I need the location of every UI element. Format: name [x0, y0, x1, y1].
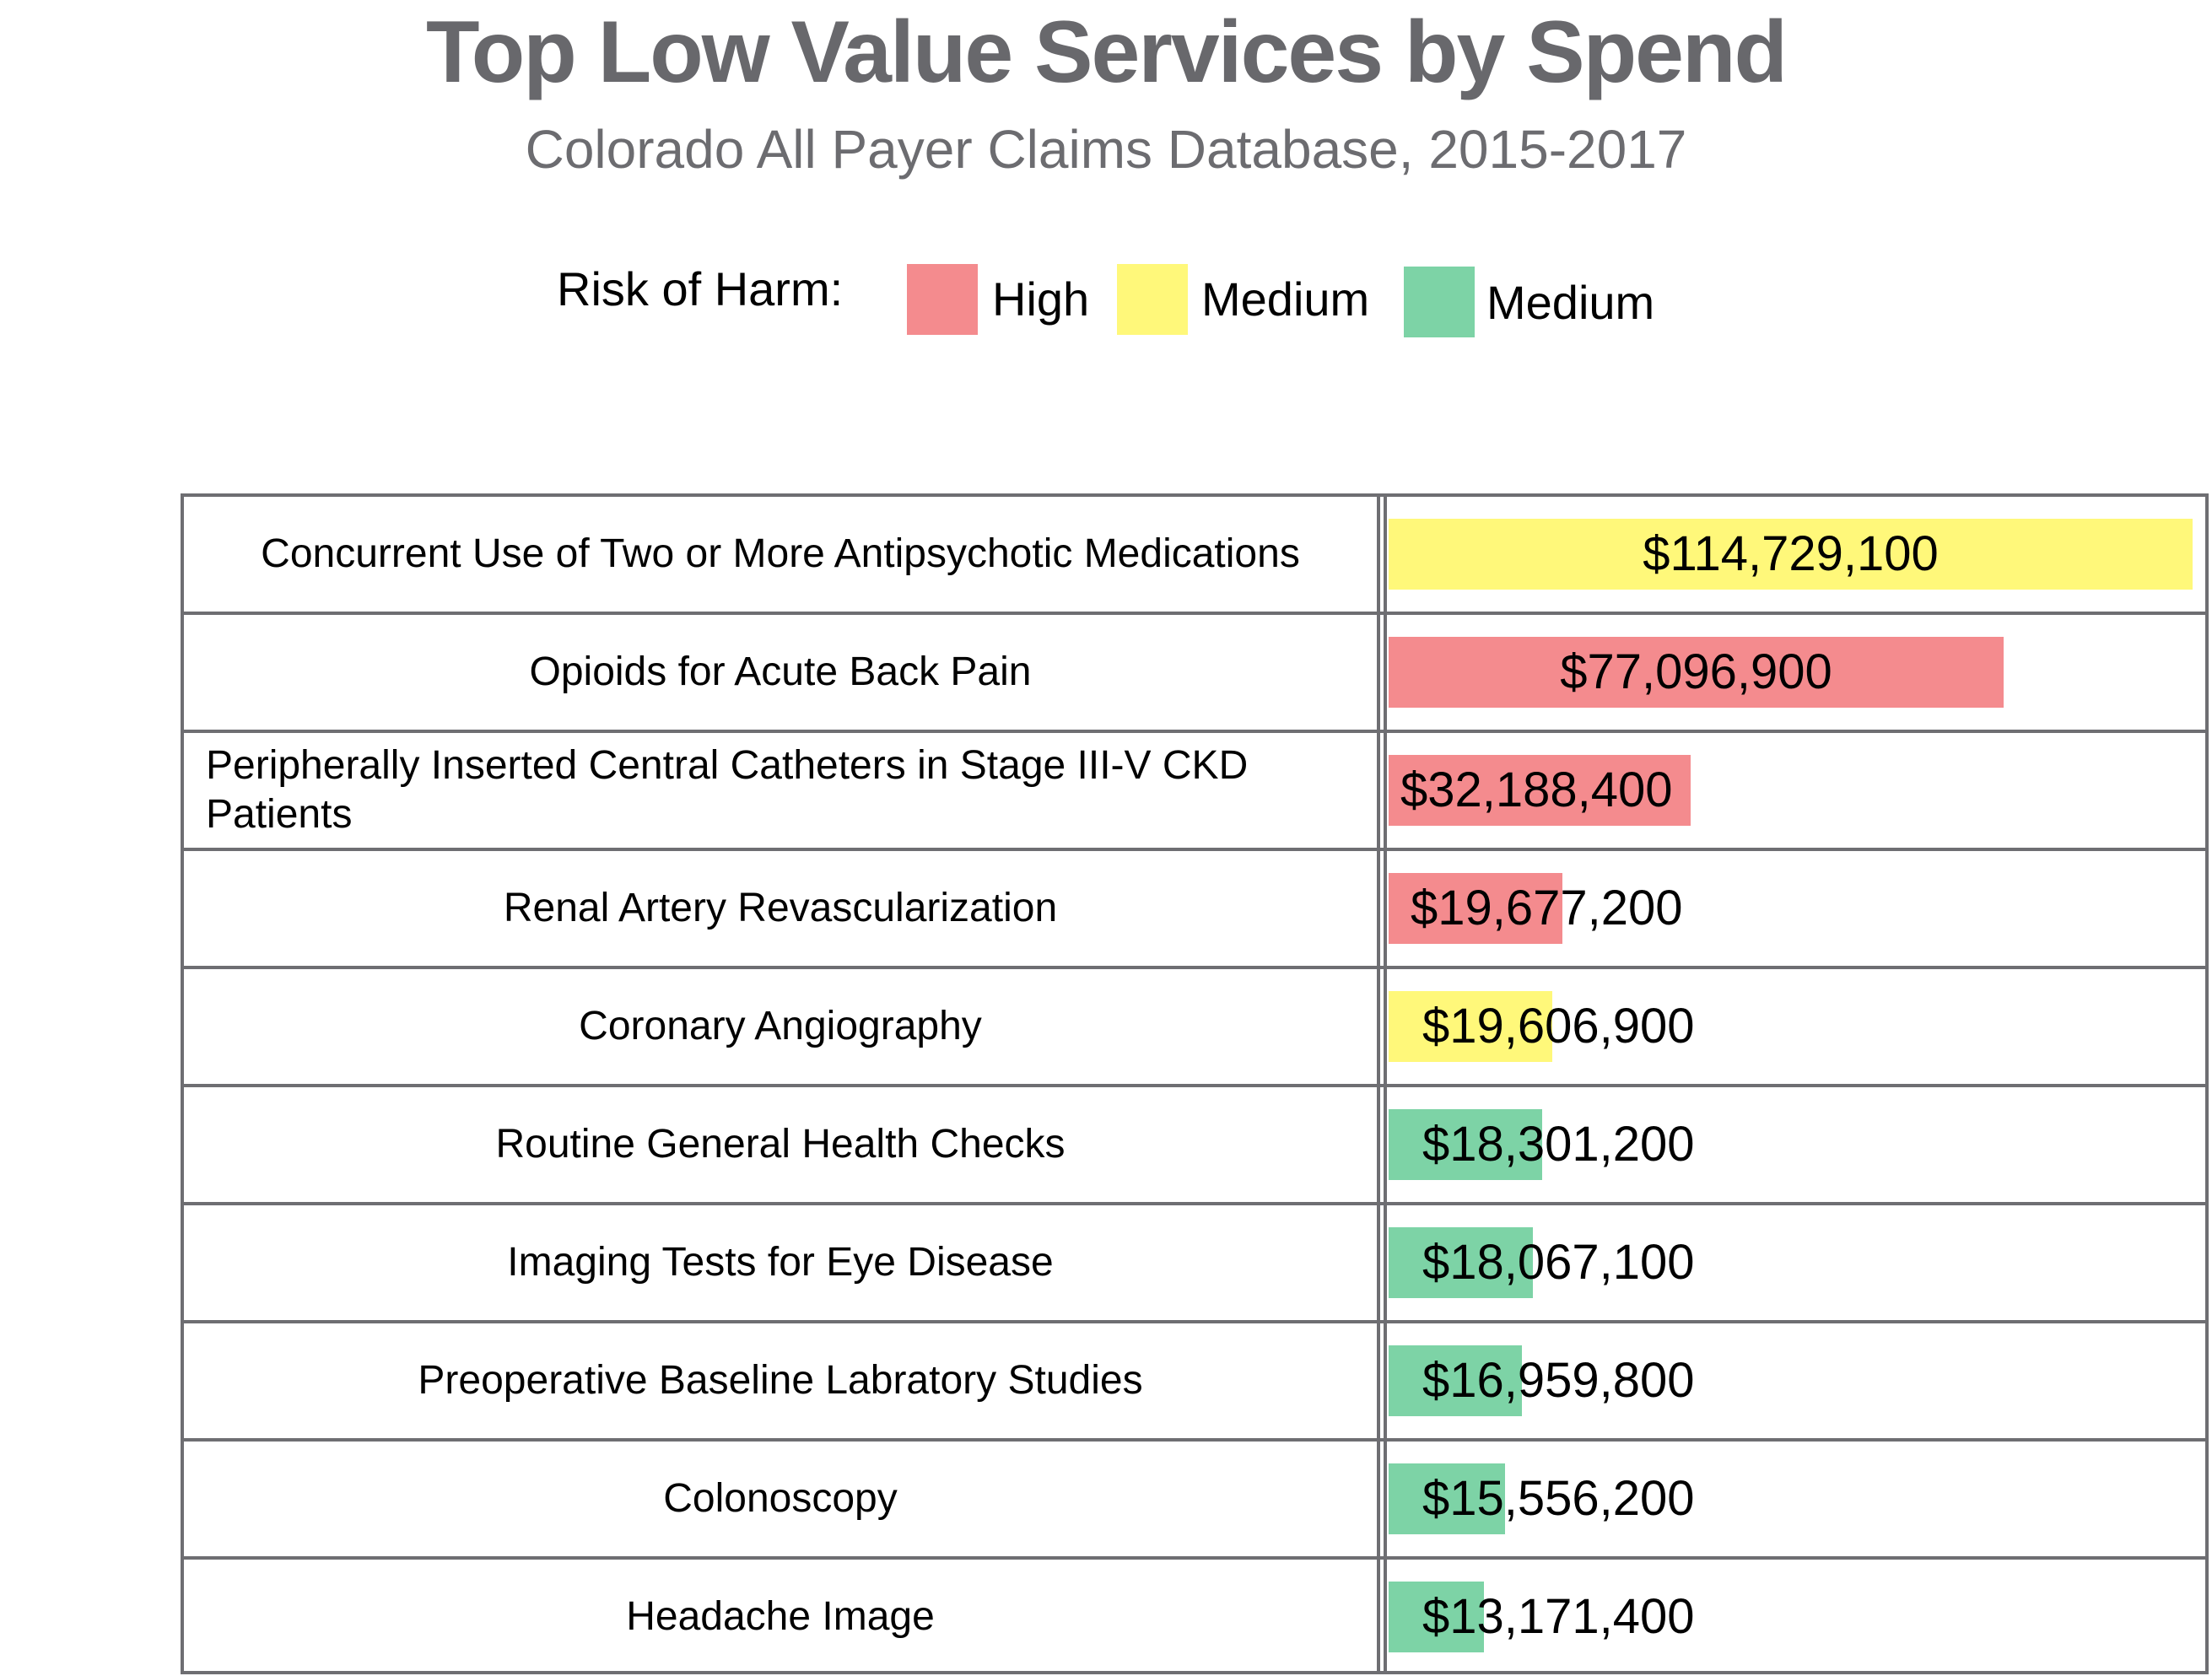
bar: [1389, 519, 2193, 590]
legend-title: Risk of Harm:: [557, 262, 844, 315]
value-label: $77,096,900: [1560, 644, 1832, 699]
bar-cell: $32,188,400: [1384, 733, 2209, 848]
bar-cell: $19,677,200: [1384, 851, 2209, 966]
category-label: Preoperative Baseline Labratory Studies: [181, 1323, 1380, 1438]
value-label: $19,606,900: [1422, 999, 1695, 1054]
bar: [1389, 1109, 1542, 1180]
legend-swatch-medium-yellow: [1117, 264, 1188, 335]
table-row: Concurrent Use of Two or More Antipsycho…: [181, 493, 2209, 612]
category-label: Renal Artery Revascularization: [181, 851, 1380, 966]
bar-cell: $16,959,800: [1384, 1323, 2209, 1438]
chart-subtitle: Colorado All Payer Claims Database, 2015…: [525, 119, 1687, 180]
bar: [1389, 1227, 1533, 1298]
bar: [1389, 637, 2004, 708]
bar-cell: $114,729,100: [1384, 497, 2209, 612]
bar: [1389, 1582, 1484, 1652]
value-label: $19,677,200: [1411, 881, 1683, 935]
value-label: $18,067,100: [1422, 1235, 1695, 1290]
table-row: Headache Image $13,171,400: [181, 1556, 2209, 1674]
legend-label-high: High: [992, 272, 1090, 326]
bar-cell: $77,096,900: [1384, 615, 2209, 730]
bar: [1389, 1345, 1522, 1416]
legend: Risk of Harm: High Medium Medium: [0, 253, 2212, 337]
category-label: Peripherally Inserted Central Catheters …: [181, 733, 1380, 848]
bar-cell: $13,171,400: [1384, 1560, 2209, 1674]
bar: [1389, 873, 1562, 944]
bar-cell: $18,067,100: [1384, 1205, 2209, 1320]
category-label: Coronary Angiography: [181, 969, 1380, 1084]
category-label: Concurrent Use of Two or More Antipsycho…: [181, 497, 1380, 612]
legend-swatch-medium-green: [1404, 267, 1475, 337]
table-row: Peripherally Inserted Central Catheters …: [181, 730, 2209, 848]
legend-swatch-high: [907, 264, 978, 335]
category-label: Routine General Health Checks: [181, 1087, 1380, 1202]
bar-cell: $19,606,900: [1384, 969, 2209, 1084]
value-label: $32,188,400: [1400, 763, 1673, 817]
category-label: Imaging Tests for Eye Disease: [181, 1205, 1380, 1320]
table-row: Renal Artery Revascularization $19,677,20…: [181, 848, 2209, 966]
value-label: $16,959,800: [1422, 1353, 1695, 1408]
category-label: Opioids for Acute Back Pain: [181, 615, 1380, 730]
bar-cell: $15,556,200: [1384, 1442, 2209, 1556]
table-row: Opioids for Acute Back Pain $77,096,900: [181, 612, 2209, 730]
bar: [1389, 991, 1552, 1062]
legend-label-medium-green: Medium: [1486, 276, 1655, 329]
category-label: Colonoscopy: [181, 1442, 1380, 1556]
chart-title: Top Low Value Services by Spend: [425, 3, 1788, 101]
table-row: Preoperative Baseline Labratory Studies $…: [181, 1320, 2209, 1438]
value-label: $13,171,400: [1422, 1589, 1695, 1644]
table-row: Coronary Angiography $19,606,900: [181, 966, 2209, 1084]
legend-label-medium-yellow: Medium: [1201, 272, 1370, 326]
bar: [1389, 1463, 1505, 1534]
table-row: Routine General Health Checks $18,301,200: [181, 1084, 2209, 1202]
bar: [1389, 755, 1691, 826]
category-label: Headache Image: [181, 1560, 1380, 1674]
table-row: Colonoscopy $15,556,200: [181, 1438, 2209, 1556]
table-row: Imaging Tests for Eye Disease $18,067,100: [181, 1202, 2209, 1320]
value-label: $15,556,200: [1422, 1471, 1695, 1526]
value-label: $114,729,100: [1643, 526, 1939, 581]
bar-cell: $18,301,200: [1384, 1087, 2209, 1202]
value-label: $18,301,200: [1422, 1117, 1695, 1172]
